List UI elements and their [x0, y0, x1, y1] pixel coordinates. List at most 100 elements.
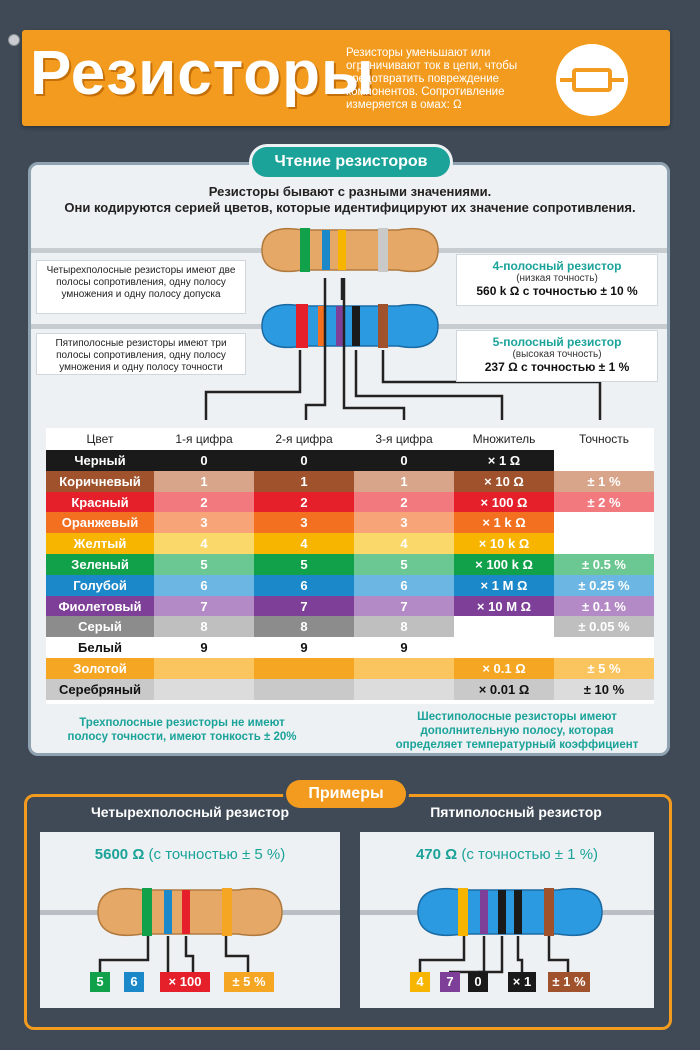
- table-cell: 3: [154, 512, 254, 534]
- ex4-band-gold: [222, 888, 232, 936]
- band-brown: [378, 304, 388, 348]
- table-cell: [254, 658, 354, 679]
- table-cell: 4: [354, 533, 454, 555]
- example-tag: 6: [124, 972, 144, 992]
- table-cell: 2: [154, 491, 254, 513]
- table-cell: [254, 678, 354, 700]
- example-tag: ± 5 %: [224, 972, 274, 992]
- intro-line-1: Резисторы бывают с разными значениями.: [208, 184, 492, 199]
- example-five-value: 470 Ω (с точностью ± 1 %): [360, 846, 654, 863]
- band-green: [300, 228, 310, 272]
- example-tag: 7: [440, 972, 460, 992]
- table-cell: 8: [254, 616, 354, 638]
- table-cell: 9: [354, 637, 454, 659]
- table-header-3: 3-я цифра: [375, 432, 433, 446]
- example-five-title: Пятиполосный резистор: [430, 804, 602, 820]
- note-four-band: Четырехполосные резисторы имеют две поло…: [36, 260, 246, 314]
- table-row-name: Желтый: [46, 533, 154, 555]
- table-cell: × 10 Ω: [454, 470, 554, 492]
- table-cell: [554, 512, 654, 534]
- table-cell: 7: [354, 595, 454, 617]
- table-cell: × 100 Ω: [454, 491, 554, 513]
- reading-title-pill: Чтение резисторов: [252, 147, 450, 177]
- table-cell: 2: [254, 491, 354, 513]
- band-orange: [318, 306, 326, 346]
- table-cell: ± 0.1 %: [554, 595, 654, 617]
- table-cell: ± 0.05 %: [554, 616, 654, 638]
- table-cell: × 0.1 Ω: [454, 658, 554, 679]
- table-cell: [354, 658, 454, 679]
- band-black: [352, 306, 360, 346]
- table-cell: × 1 M Ω: [454, 574, 554, 596]
- example-four-resistor: [90, 882, 290, 942]
- example-tag: 5: [90, 972, 110, 992]
- table-cell: [454, 616, 554, 638]
- table-cell: 6: [154, 574, 254, 596]
- table-cell: 9: [254, 637, 354, 659]
- band-blue: [322, 230, 330, 270]
- table-cell: 1: [254, 470, 354, 492]
- table-cell: 0: [254, 450, 354, 471]
- table-cell: × 1 Ω: [454, 450, 554, 471]
- example-four-value: 5600 Ω (с точностью ± 5 %): [40, 846, 340, 863]
- table-cell: [554, 637, 654, 659]
- table-header-1: 1-я цифра: [175, 432, 233, 446]
- table-cell: 8: [154, 616, 254, 638]
- table-cell: 3: [254, 512, 354, 534]
- table-cell: ± 5 %: [554, 658, 654, 679]
- table-cell: 7: [154, 595, 254, 617]
- table-cell: 5: [154, 554, 254, 575]
- five-band-sub: (высокая точность): [512, 349, 602, 360]
- example-tag: ± 1 %: [548, 972, 590, 992]
- example-tag: 4: [410, 972, 430, 992]
- table-cell: × 10 k Ω: [454, 533, 554, 555]
- color-code-table: Цвет 1-я цифра 2-я цифра 3-я цифра Множитель…: [46, 428, 654, 704]
- table-header-5: Точность: [578, 432, 630, 446]
- band-violet: [336, 306, 344, 346]
- five-band-resistor: [252, 298, 448, 354]
- table-cell: ± 0.25 %: [554, 574, 654, 596]
- table-cell: 6: [254, 574, 354, 596]
- four-band-resistor: [252, 222, 448, 278]
- table-cell: [554, 450, 654, 471]
- table-row-name: Зеленый: [46, 554, 154, 575]
- note-five-band: Пятиполосные резисторы имеют три полосы …: [36, 333, 246, 375]
- footnote-six-band: Шестиполосные резисторы имеют дополнител…: [395, 711, 639, 751]
- band-yellow: [338, 230, 346, 270]
- info-four-band: 4-полосный резистор (низкая точность) 56…: [456, 254, 658, 306]
- example-five-ohms: 470 Ω: [415, 846, 458, 863]
- table-row-name: Серый: [46, 616, 154, 638]
- table-cell: 8: [354, 616, 454, 638]
- example-tag: 0: [468, 972, 488, 992]
- table-cell: 4: [254, 533, 354, 555]
- table-row-name: Красный: [46, 491, 154, 513]
- example-connectors: [98, 936, 570, 974]
- five-band-title: 5-полосный резистор: [492, 335, 622, 349]
- table-cell: × 0.01 Ω: [454, 678, 554, 700]
- page-title: Резисторы: [30, 39, 375, 108]
- table-row-name: Оранжевый: [46, 512, 154, 534]
- footnote-three-band: Трехполосные резисторы не имеют полосу т…: [67, 717, 297, 743]
- example-four-title: Четырехполосный резистор: [90, 804, 290, 820]
- table-cell: 4: [154, 533, 254, 555]
- table-cell: ± 0.5 %: [554, 554, 654, 575]
- connector-lines: [204, 278, 602, 420]
- table-header-2: 2-я цифра: [275, 432, 333, 446]
- table-row-name: Черный: [46, 450, 154, 471]
- table-cell: ± 1 %: [554, 470, 654, 492]
- table-cell: 3: [354, 512, 454, 534]
- example-four-ohms: 5600 Ω: [94, 846, 145, 863]
- intro-line-2: Они кодируются серией цветов, которые ид…: [64, 200, 636, 215]
- table-cell: 5: [354, 554, 454, 575]
- table-cell: 1: [154, 470, 254, 492]
- ex5-band-black1: [498, 890, 506, 934]
- table-header-0: Цвет: [86, 432, 114, 446]
- four-band-sub: (низкая точность): [516, 273, 598, 284]
- table-cell: 7: [254, 595, 354, 617]
- band-red: [296, 304, 308, 348]
- table-cell: 9: [154, 637, 254, 659]
- four-band-value: 560 k Ω с точностью ± 10 %: [476, 284, 638, 298]
- table-cell: [154, 678, 254, 700]
- examples-title-pill: Примеры: [286, 780, 406, 808]
- table-cell: × 10 M Ω: [454, 595, 554, 617]
